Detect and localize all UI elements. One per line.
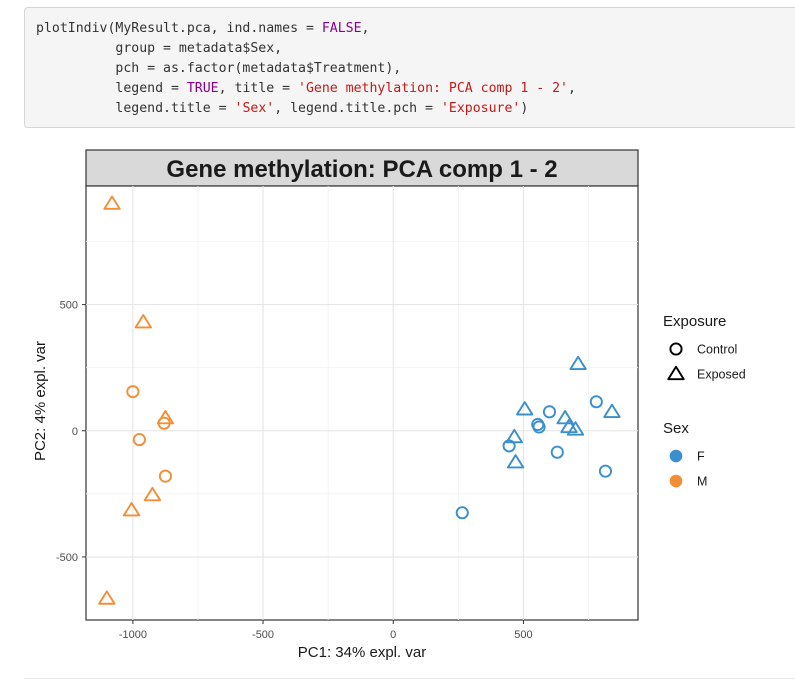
data-point-f-control [455, 506, 469, 520]
data-point-m-exposed [134, 314, 152, 329]
x-tick-label: -500 [252, 629, 274, 641]
divider [24, 678, 795, 679]
data-point-f-control [550, 445, 564, 459]
data-point-m-exposed [122, 502, 141, 517]
legend-key-sex-m [669, 474, 683, 488]
code-block: plotIndiv(MyResult.pca, ind.names = FALS… [24, 7, 795, 128]
data-point-f-control [598, 464, 613, 478]
code-line: pch = as.factor(metadata$Treatment), [36, 59, 795, 79]
code-keyword: TRUE [186, 81, 219, 96]
data-point-f-exposed [516, 401, 534, 416]
y-tick-label: 0 [72, 426, 78, 438]
legend-key-sex-f [669, 449, 683, 463]
legend-key-control [669, 342, 683, 356]
code-line: group = metadata$Sex, [36, 39, 795, 59]
data-point-m-control [158, 469, 172, 483]
data-point-f-exposed [603, 403, 621, 418]
legend-title-sex: Sex [663, 420, 689, 437]
code-text: legend.title = [36, 101, 235, 116]
data-point-f-exposed [506, 454, 525, 469]
legend-label-exposed: Exposed [697, 368, 746, 382]
y-tick-label: 500 [60, 300, 78, 312]
data-point-m-exposed [98, 590, 116, 605]
x-tick-label: 500 [514, 629, 532, 641]
code-line: legend = TRUE, title = 'Gene methylation… [36, 79, 795, 99]
title-strip [85, 149, 639, 187]
data-point-f-control [542, 405, 557, 419]
plot-panel [85, 185, 639, 621]
code-text: plotIndiv(MyResult.pca, ind.names = [36, 21, 322, 36]
data-point-f-control [502, 439, 516, 453]
code-text: , title = [218, 81, 299, 96]
data-point-m-control [132, 433, 146, 447]
data-point-m-control [126, 385, 140, 399]
code-text: legend = [36, 81, 187, 96]
data-point-f-exposed [566, 421, 585, 436]
code-line: plotIndiv(MyResult.pca, ind.names = FALS… [36, 19, 795, 39]
code-string: 'Sex' [234, 101, 275, 116]
code-text: , [361, 21, 370, 36]
code-line: legend.title = 'Sex', legend.title.pch =… [36, 99, 795, 119]
legend-label-sex-m: M [697, 475, 707, 489]
legend: Exposure Sex Control Exposed FM [663, 313, 746, 489]
code-text: , legend.title.pch = [274, 101, 441, 116]
code-text: pch = as.factor(metadata$Treatment), [36, 61, 402, 76]
data-point-m-exposed [156, 409, 175, 425]
data-point-f-control [589, 395, 603, 409]
data-point-f-exposed [556, 409, 574, 425]
chart-title: Gene methylation: PCA comp 1 - 2 [166, 156, 557, 183]
x-tick-label: 0 [390, 629, 396, 641]
data-point-m-exposed [103, 195, 121, 210]
legend-label-sex-f: F [697, 450, 705, 464]
pca-scatter-chart: -1000 -500 0 500 -500 0 500 Gene methylation: … [32, 149, 746, 661]
y-axis-label: PC2: 4% expl. var [32, 341, 49, 461]
data-point-m-exposed [143, 486, 162, 502]
code-keyword: FALSE [321, 21, 362, 36]
data-point-m-control [157, 416, 171, 430]
y-tick-label: -500 [56, 552, 78, 564]
data-point-f-control [532, 420, 546, 434]
code-string: 'Exposure' [440, 101, 521, 116]
code-text: , [567, 81, 576, 96]
code-string: 'Gene methylation: PCA comp 1 - 2' [298, 81, 568, 96]
x-tick-label: -1000 [119, 629, 147, 641]
x-axis-label: PC1: 34% expl. var [298, 644, 426, 661]
legend-label-control: Control [697, 343, 737, 357]
code-text: group = metadata$Sex, [36, 41, 283, 56]
legend-title-exposure: Exposure [663, 313, 726, 330]
data-point-f-exposed [569, 355, 587, 371]
legend-key-exposed [667, 365, 685, 381]
code-text: ) [520, 101, 529, 116]
